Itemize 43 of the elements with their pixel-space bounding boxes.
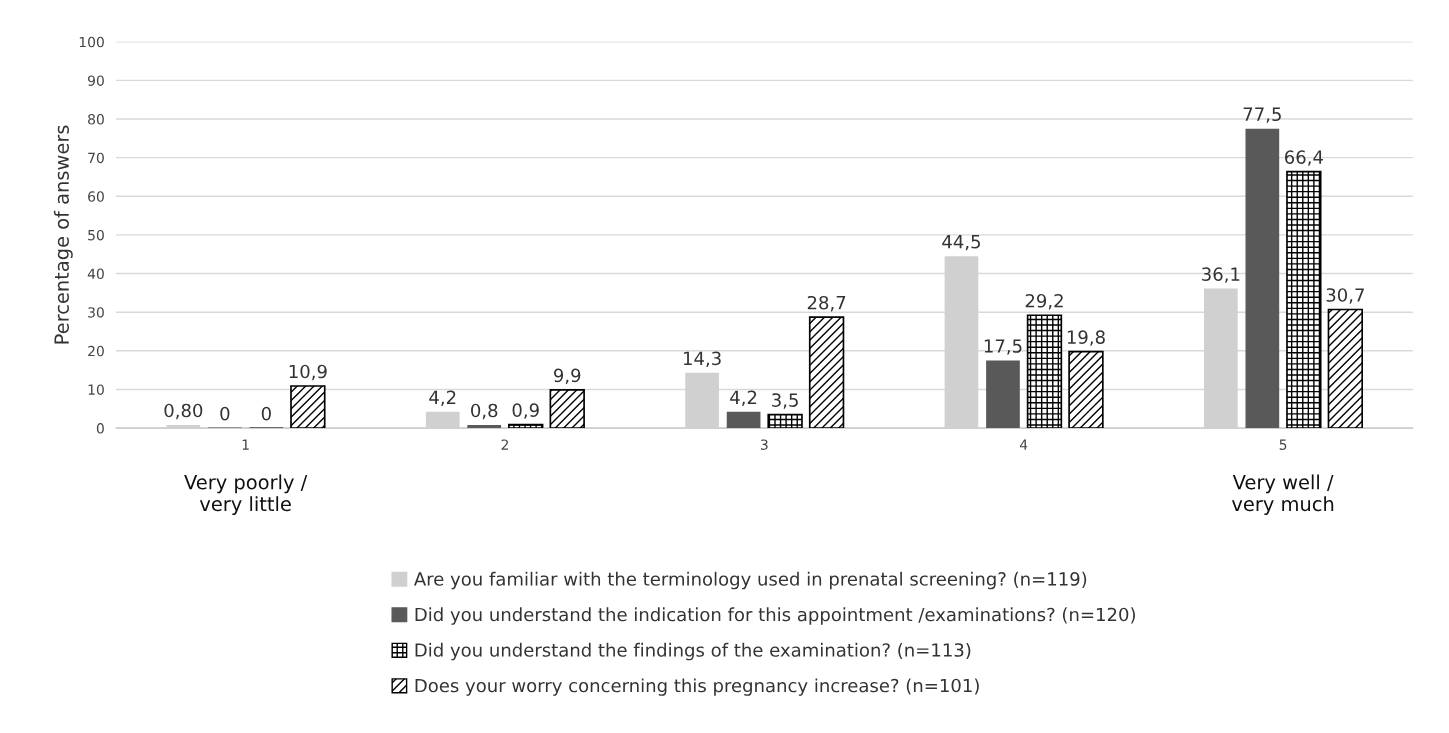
legend-label: Did you understand the findings of the examination? (n=113)	[415, 642, 971, 661]
data-label: 14,3	[683, 351, 721, 368]
legend-label: Did you understand the indication for this appointment /examinations? (n=120)	[415, 607, 1135, 625]
data-label: 0	[261, 406, 271, 421]
data-label: 0,80	[164, 403, 203, 420]
y-axis-title: Percentage of answers	[53, 125, 73, 344]
y-tick-label: 60	[88, 191, 104, 202]
x-tick-label: 4	[1019, 439, 1028, 450]
y-tick-label: 30	[88, 307, 104, 318]
x-tick-label: 1	[242, 439, 249, 450]
x-tick-label: 2	[501, 439, 508, 450]
legend-label: Are you familiar with the terminology used in prenatal screening? (n=119)	[413, 571, 1087, 590]
data-label: 9,9	[554, 368, 581, 385]
data-label: 36,1	[1202, 267, 1240, 283]
data-label: 0,8	[471, 403, 498, 420]
data-label: 29,2	[1025, 293, 1063, 310]
y-tick-label: 0	[96, 423, 104, 434]
text: Very poorly / very little	[184, 474, 308, 516]
data-label: 10,9	[289, 364, 327, 381]
y-tick-label: 10	[88, 384, 104, 395]
legend-label: Does your worry concerning this pregnancy increase? (n=101)	[415, 678, 979, 696]
data-label: 0	[220, 406, 230, 421]
data-label: 77,5	[1243, 107, 1281, 123]
data-label: 4,2	[429, 390, 456, 407]
y-tick-label: 90	[88, 75, 104, 86]
x-tick-label: 5	[1279, 439, 1287, 450]
data-label: 44,5	[942, 235, 980, 251]
y-tick-label: 20	[88, 345, 104, 357]
data-label: 17,5	[984, 339, 1022, 355]
data-label: 3,5	[772, 393, 798, 409]
y-tick-label: 70	[88, 152, 104, 164]
y-tick-label: 40	[87, 268, 104, 280]
text: Very well / very much	[1231, 474, 1334, 516]
y-tick-label: 80	[88, 114, 104, 125]
data-label: 30,7	[1326, 288, 1364, 304]
y-tick-label: 100	[79, 36, 104, 48]
data-label: 4,2	[730, 390, 757, 407]
y-tick-label: 50	[88, 229, 104, 241]
data-label: 19,8	[1067, 330, 1105, 346]
data-label: 66,4	[1285, 150, 1323, 166]
data-label: 0,9	[512, 403, 539, 419]
x-tick-label: 3	[760, 439, 768, 450]
data-label: 28,7	[807, 295, 846, 312]
